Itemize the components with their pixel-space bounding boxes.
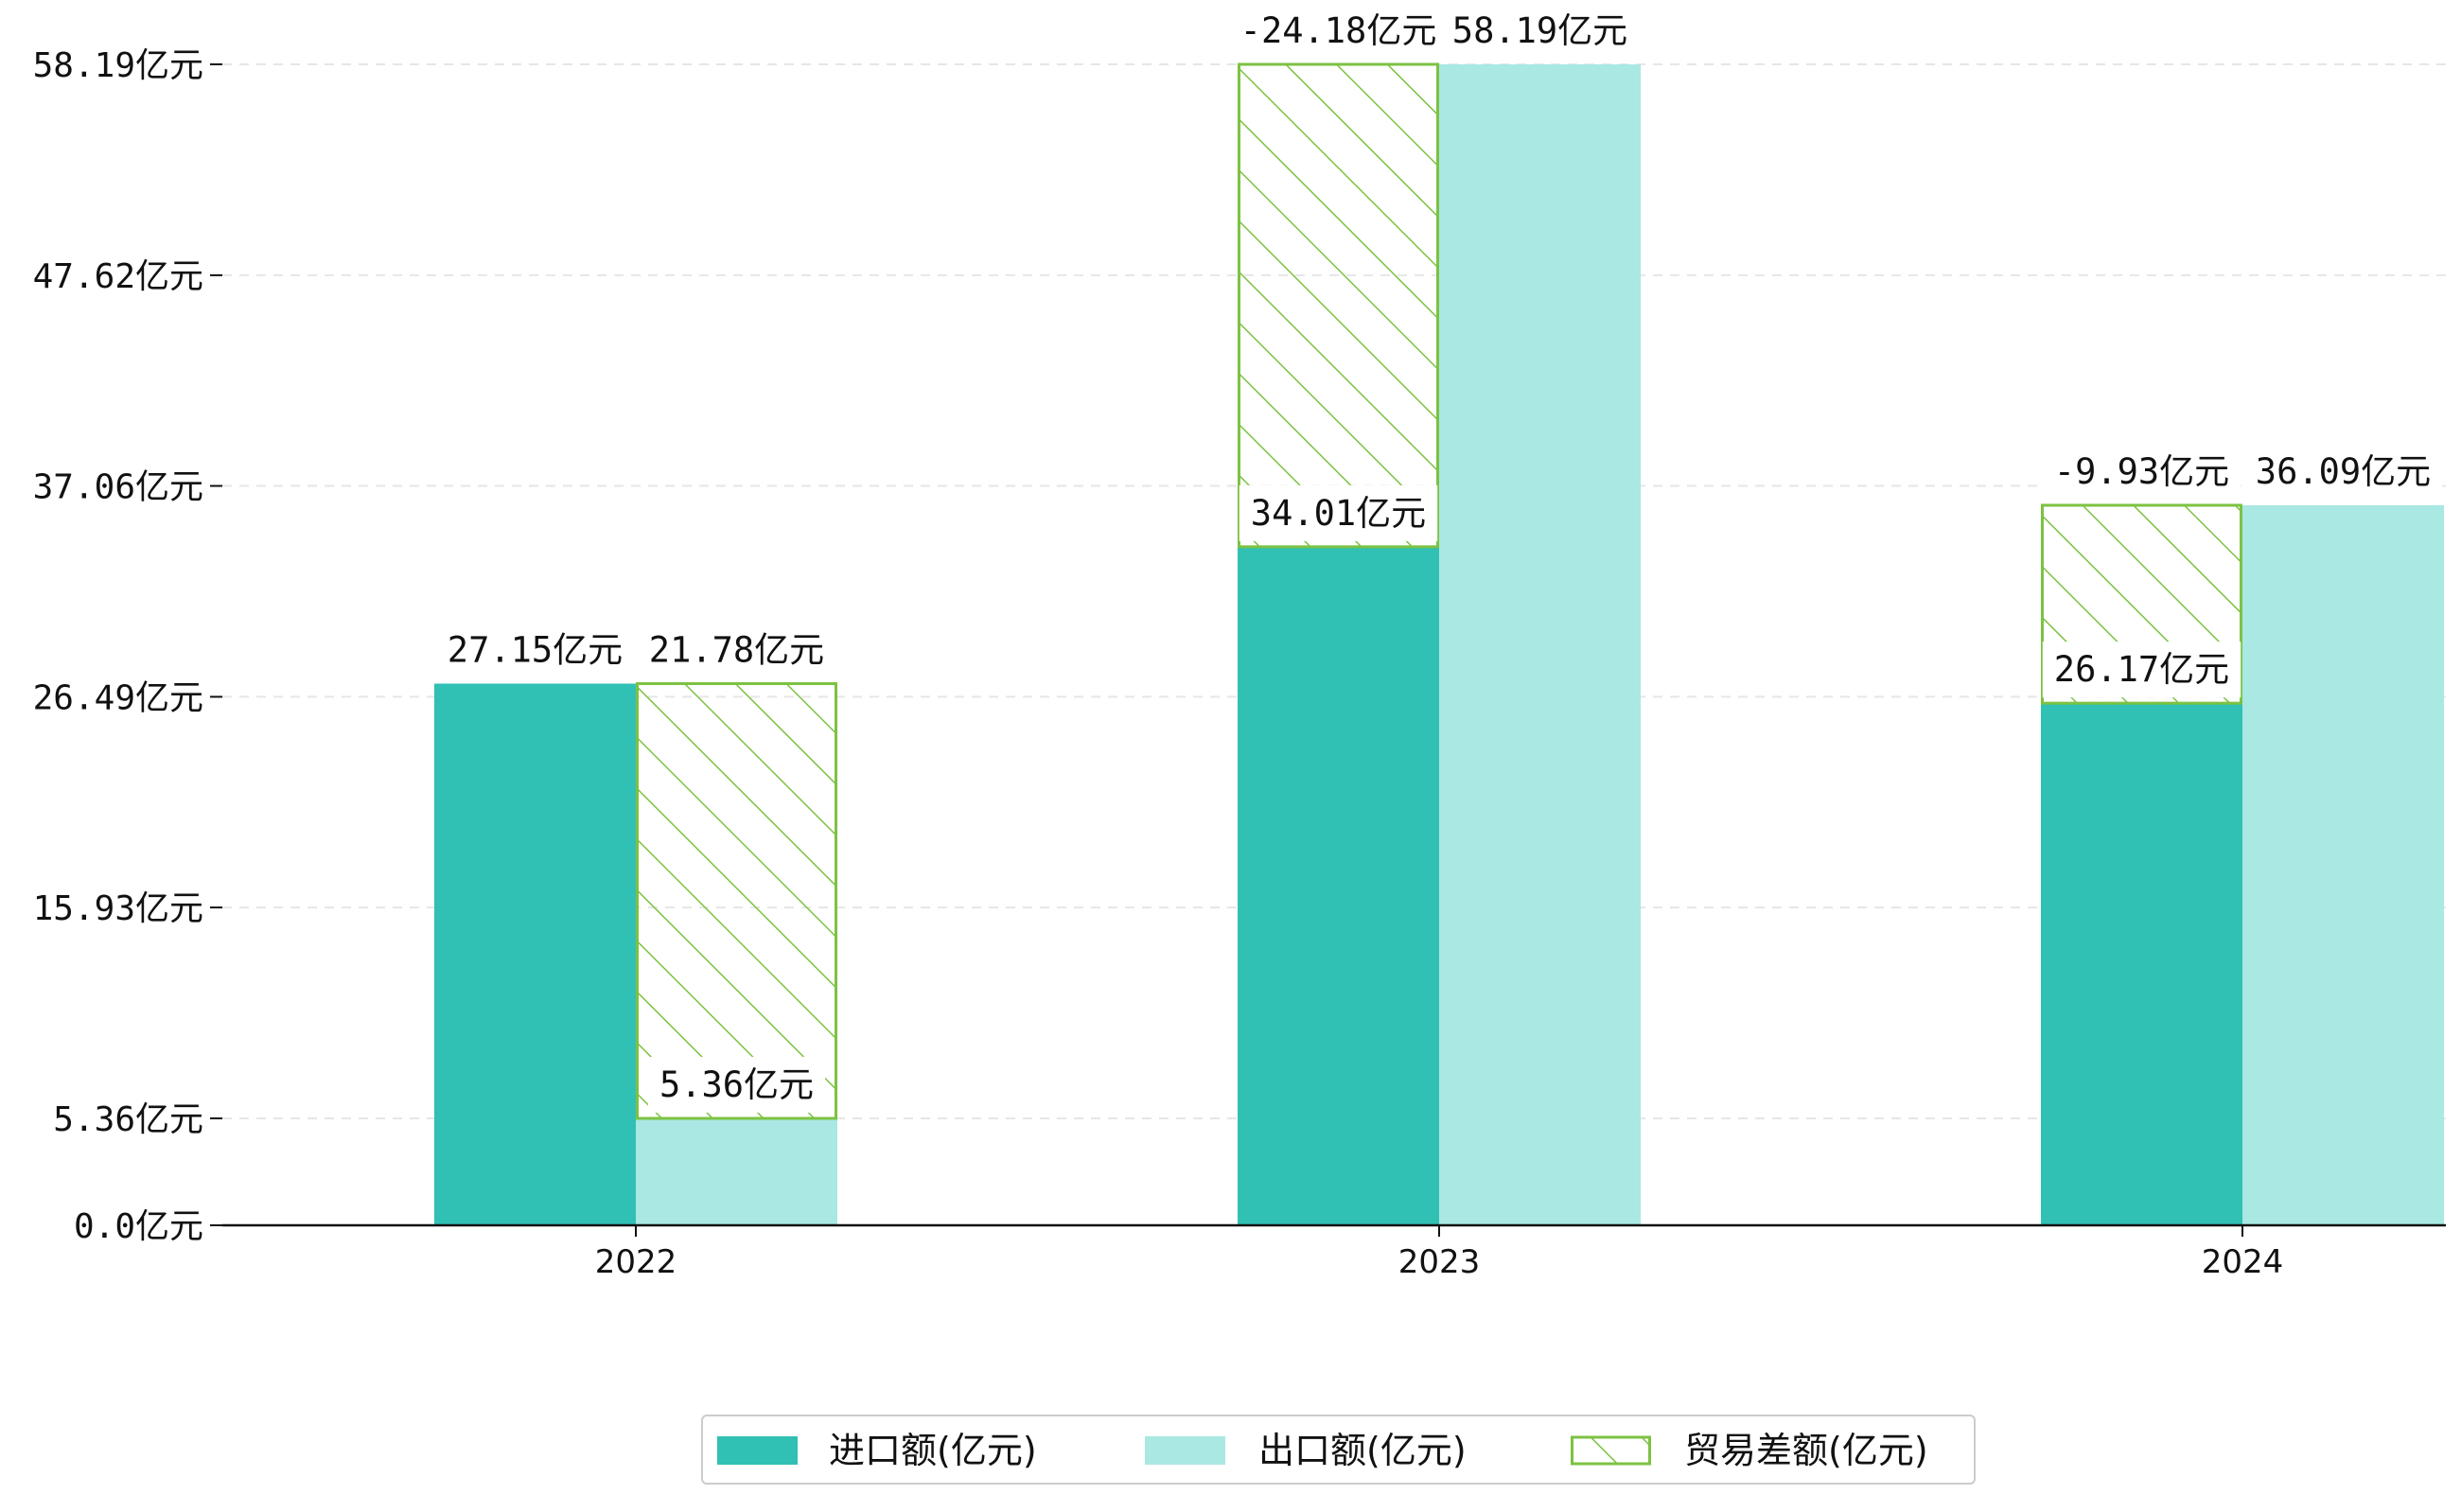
y-tick-label: 26.49亿元 xyxy=(33,678,203,717)
label-text: 26.17亿元 xyxy=(2054,649,2229,690)
label-background xyxy=(1239,484,1438,541)
legend-item-0: 进口额(亿元) xyxy=(717,1430,1037,1471)
label-text: 5.36亿元 xyxy=(659,1064,814,1105)
label-text: -9.93亿元 xyxy=(2054,451,2229,492)
bar-import-2022 xyxy=(434,683,636,1225)
label-background xyxy=(2042,444,2241,501)
legend-frame xyxy=(701,1415,1976,1485)
bar-balance-2023 xyxy=(1238,62,1439,549)
y-tick-label: 15.93亿元 xyxy=(33,889,203,928)
label-text: 27.15亿元 xyxy=(448,630,623,671)
data-label-balance-2024: -9.93亿元 xyxy=(2042,444,2241,501)
legend-label: 进口额(亿元) xyxy=(829,1430,1037,1471)
bar-export-2024 xyxy=(2242,505,2444,1225)
axes: 0.0亿元 5.36亿元 15.93亿元 26.49亿元 37.06亿元 47.62亿元 5… xyxy=(33,46,2446,1281)
data-labels: 27.15亿元 5.36亿元 21.78亿元 34.01亿元 58.19亿元 -24.18… xyxy=(435,3,2443,1113)
label-background xyxy=(2042,642,2241,698)
x-tick-label-2022: 2022 xyxy=(595,1243,677,1281)
legend-swatch xyxy=(717,1436,798,1465)
y-tick-label: 58.19亿元 xyxy=(33,46,203,85)
data-label-export-2022: 5.36亿元 xyxy=(647,1056,826,1113)
legend-item-1: 出口额(亿元) xyxy=(1145,1430,1467,1471)
label-background xyxy=(435,622,635,678)
legend: 进口额(亿元) 出口额(亿元) 贸易差额(亿元) xyxy=(701,1415,1976,1485)
label-text: 58.19亿元 xyxy=(1452,10,1627,51)
label-background xyxy=(637,622,836,678)
bar-export-2023 xyxy=(1439,64,1641,1225)
data-label-import-2024: 26.17亿元 xyxy=(2042,642,2241,698)
legend-label: 出口额(亿元) xyxy=(1258,1430,1467,1471)
label-background xyxy=(2243,444,2443,501)
bar-export-2022 xyxy=(636,1117,837,1225)
legend-item-2: 贸易差额(亿元) xyxy=(1571,1430,1928,1471)
y-tick-label: 37.06亿元 xyxy=(33,468,203,507)
bar-balance-2022 xyxy=(636,682,837,1120)
label-background xyxy=(1228,3,1449,59)
y-tick-label: 47.62亿元 xyxy=(33,257,203,296)
legend-swatch xyxy=(1145,1436,1225,1465)
data-label-import-2022: 27.15亿元 xyxy=(435,622,635,678)
bars xyxy=(434,62,2444,1225)
x-tick-label-2024: 2024 xyxy=(2202,1243,2284,1281)
y-tick-label: 0.0亿元 xyxy=(74,1207,203,1246)
legend-label: 贸易差额(亿元) xyxy=(1684,1430,1928,1471)
y-tick-label: 5.36亿元 xyxy=(53,1100,203,1139)
legend-swatch xyxy=(1571,1435,1651,1466)
data-label-export-2024: 36.09亿元 xyxy=(2243,444,2443,501)
bar-import-2024 xyxy=(2041,703,2242,1225)
label-background xyxy=(1440,3,1640,59)
data-label-balance-2022: 21.78亿元 xyxy=(637,622,836,678)
data-label-balance-2023: -24.18亿元 xyxy=(1228,3,1449,59)
bar-import-2023 xyxy=(1238,546,1439,1225)
label-background xyxy=(647,1056,826,1113)
data-label-import-2023: 34.01亿元 xyxy=(1239,484,1438,541)
x-tick-label-2023: 2023 xyxy=(1398,1243,1481,1281)
label-text: -24.18亿元 xyxy=(1240,10,1437,51)
label-text: 21.78亿元 xyxy=(649,630,824,671)
label-text: 36.09亿元 xyxy=(2256,451,2431,492)
data-label-export-2023: 58.19亿元 xyxy=(1440,3,1640,59)
label-text: 34.01亿元 xyxy=(1251,493,1426,534)
